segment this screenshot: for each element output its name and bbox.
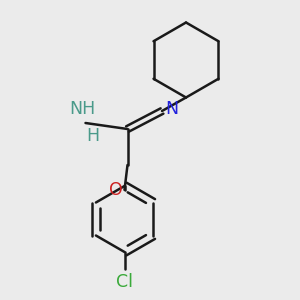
Text: N: N xyxy=(166,100,179,118)
Text: NH: NH xyxy=(69,100,96,118)
Text: Cl: Cl xyxy=(116,273,133,291)
Text: H: H xyxy=(86,127,100,145)
Text: O: O xyxy=(109,181,123,199)
